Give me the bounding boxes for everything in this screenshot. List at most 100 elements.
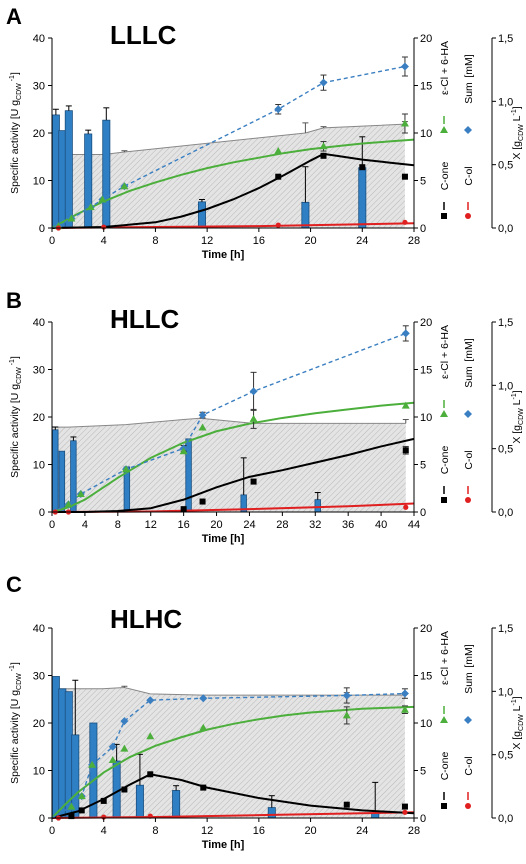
y-mid-tick-label: 5	[420, 766, 426, 778]
legend-cone-label: C-one	[439, 752, 451, 781]
y-mid-axis-label: [mM]	[463, 644, 475, 667]
activity-bar	[58, 450, 66, 513]
sum-point	[342, 691, 351, 700]
ecl-point	[64, 500, 73, 508]
y-right-axis-label: X [gCDW L-1]	[511, 390, 525, 443]
cone-point	[78, 807, 85, 814]
sum-point	[120, 717, 129, 726]
legend-col-icon	[465, 803, 471, 809]
biomass-area	[52, 418, 406, 512]
y-left-axis-label: Specific activity [U gCDW -1]	[9, 662, 23, 784]
ecl-point	[249, 414, 258, 422]
cone-point	[68, 813, 75, 820]
sum-point	[146, 696, 155, 705]
x-tick-label: 0	[49, 235, 55, 247]
x-tick-label: 20	[304, 235, 316, 247]
y-right-tick-label: 0,0	[498, 813, 513, 825]
activity-bar	[185, 438, 192, 513]
panel-letter: A	[6, 4, 22, 29]
y-left-tick-label: 10	[33, 460, 45, 472]
legend-sum-icon	[464, 410, 472, 418]
legend-ecl-label: ε-Cl + 6-HA	[439, 41, 451, 95]
y-left-label-sub: CDW	[16, 673, 23, 690]
legend-col-label: C-ol	[463, 756, 475, 775]
y-right-label-close: ]	[511, 106, 523, 109]
activity-bar	[301, 201, 310, 229]
x-tick-label: 36	[342, 519, 354, 531]
cone-point	[359, 164, 366, 171]
y-mid-tick-label: 10	[420, 128, 432, 140]
y-right-tick-label: 0,5	[498, 750, 513, 762]
y-left-tick-label: 0	[39, 813, 45, 825]
y-right-label-sup: -1	[511, 699, 518, 705]
activity-bar	[64, 110, 73, 229]
col-fit-curve	[51, 222, 415, 229]
legend-ecl-label: ε-Cl + 6-HA	[439, 631, 451, 685]
y-mid-tick-label: 20	[420, 317, 432, 329]
y-mid-tick-label: 0	[420, 507, 426, 519]
legend-cone-icon	[441, 803, 447, 809]
cone-fit-curve	[51, 773, 415, 819]
cone-point	[199, 498, 206, 505]
x-tick-label: 24	[356, 235, 368, 247]
y-right-tick-label: 1,0	[498, 96, 513, 108]
y-left-label-sub: CDW	[16, 367, 23, 384]
legend-cone-icon	[441, 213, 447, 219]
y-left-tick-label: 20	[33, 412, 45, 424]
sum-point	[319, 78, 328, 87]
y-left-label-main: Specific activity [U g	[9, 100, 21, 194]
y-right-label-end: L	[511, 115, 523, 124]
ecl-point	[120, 744, 129, 752]
cone-point	[250, 478, 257, 485]
y-mid-tick-label: 15	[420, 365, 432, 377]
y-right-label-end: L	[511, 399, 523, 408]
x-tick-label: 0	[49, 825, 55, 837]
y-right-label-sub: CDW	[518, 714, 525, 731]
legend-ecl-icon	[440, 410, 448, 417]
biomass-area	[52, 124, 405, 228]
x-tick-label: 32	[309, 519, 321, 531]
x-tick-label: 12	[201, 825, 213, 837]
legend-sum-label: Sum	[463, 82, 475, 104]
y-mid-tick-label: 0	[420, 813, 426, 825]
y-right-tick-label: 0,0	[498, 223, 513, 235]
y-right-label-main: X [g	[511, 731, 523, 750]
chart-panel-c: C HLHC 0 4 8 12 16 20 24 28 Time [h] 0 10 20 30 40 Speci…	[6, 572, 525, 851]
ecl-point	[86, 203, 95, 211]
x-tick-label: 28	[408, 235, 420, 247]
x-tick-label: 40	[375, 519, 387, 531]
y-left-label-main: Specific activity [U g	[9, 384, 21, 478]
y-right-label-sub: CDW	[518, 408, 525, 425]
col-fit-curve	[51, 811, 415, 819]
y-mid-tick-label: 5	[420, 176, 426, 188]
y-right-tick-label: 0,5	[498, 160, 513, 172]
legend-ecl-icon	[440, 716, 448, 723]
legend-sum-icon	[464, 126, 472, 134]
y-right-tick-label: 0,5	[498, 444, 513, 456]
x-tick-label: 8	[115, 519, 121, 531]
ecl-fit-curve	[51, 138, 415, 229]
y-left-tick-label: 0	[39, 223, 45, 235]
legend-cone-label: C-one	[439, 162, 451, 191]
legend-sum-label: Sum	[463, 672, 475, 694]
sum-point	[401, 329, 410, 338]
y-left-axis-label: Specific activity [U gCDW -1]	[9, 356, 23, 478]
y-left-label-main: Specific activity [U g	[9, 690, 21, 784]
legend-sum-label: Sum	[463, 366, 475, 388]
x-tick-label: 16	[253, 235, 265, 247]
ecl-point	[98, 195, 107, 203]
y-left-tick-label: 30	[33, 671, 45, 683]
cone-point	[401, 803, 408, 810]
legend-col-icon	[465, 213, 471, 219]
biomass-line	[52, 123, 405, 156]
x-tick-label: 20	[304, 825, 316, 837]
x-tick-label: 12	[201, 235, 213, 247]
y-left-tick-label: 40	[33, 623, 45, 635]
cone-point	[147, 771, 154, 778]
y-left-label-sup: -1	[9, 75, 16, 83]
cone-point	[100, 797, 107, 804]
y-right-label-sup: -1	[511, 393, 518, 399]
legend-cone-icon	[441, 497, 447, 503]
legend-col-label: C-ol	[463, 166, 475, 185]
